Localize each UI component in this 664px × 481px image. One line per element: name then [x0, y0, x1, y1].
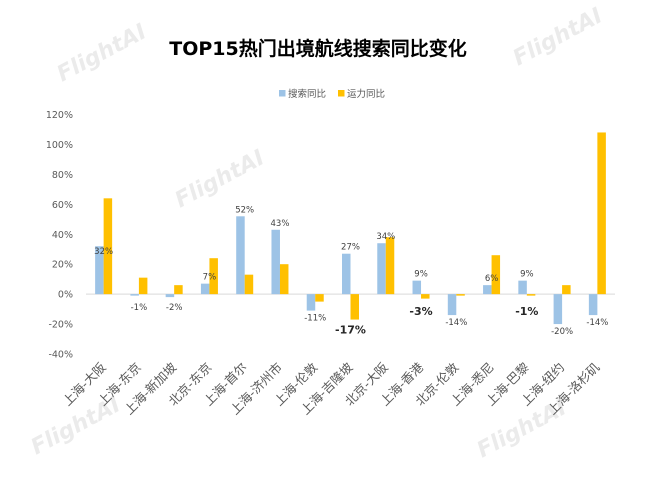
bar-capacity [174, 285, 183, 295]
data-label: 6% [485, 274, 499, 284]
data-label: 32% [94, 247, 113, 257]
bar-capacity [350, 294, 359, 320]
y-tick-label: 0% [58, 290, 73, 301]
legend: 搜索同比 运力同比 [279, 88, 385, 100]
y-tick-label: 40% [52, 230, 73, 241]
y-tick-label: 60% [52, 200, 73, 211]
data-labels: 32% -1% -2% 7% 52% 43% -11% 27% -17% 34% 9% -3% -14%… [94, 205, 608, 337]
bar-capacity [562, 285, 571, 295]
bar-capacity [279, 264, 289, 295]
y-tick-label: -40% [48, 350, 73, 361]
bar-search [518, 280, 527, 295]
data-label: -20% [551, 327, 573, 337]
bar-search [588, 294, 598, 316]
bar-capacity [526, 294, 536, 296]
bar-capacity [244, 274, 254, 295]
bar-capacity [103, 198, 113, 295]
bars [95, 132, 606, 325]
watermark-text: FlightAI [53, 20, 151, 88]
legend-swatch [338, 90, 345, 97]
bar-search [165, 294, 175, 298]
legend-label: 运力同比 [347, 88, 385, 100]
bar-search [130, 294, 139, 296]
bar-search [271, 229, 280, 295]
y-tick-label: 80% [52, 170, 73, 181]
y-tick-label: 120% [46, 110, 73, 121]
bar-capacity [491, 255, 501, 295]
data-label: 7% [203, 273, 217, 283]
y-axis: -40% -20% 0% 20% 40% 60% 80% 100% 120% [46, 110, 73, 361]
data-label: -3% [409, 305, 432, 318]
data-label: 9% [520, 270, 534, 280]
data-label: 52% [235, 205, 254, 215]
data-label: -14% [445, 318, 467, 328]
bar-capacity [315, 294, 324, 302]
bar-capacity [385, 237, 395, 295]
legend-swatch [279, 90, 286, 97]
bar-search [377, 243, 386, 295]
bar-search [236, 216, 245, 295]
y-tick-label: -20% [48, 320, 73, 331]
bar-search [412, 280, 422, 295]
bar-search [95, 246, 104, 295]
bar-search [553, 294, 563, 325]
watermark-text: FlightAI [171, 146, 269, 214]
data-label: 34% [376, 232, 395, 242]
watermark-text: FlightAI [509, 4, 607, 72]
bar-search [342, 253, 351, 295]
data-label: -2% [166, 303, 183, 313]
data-label: -11% [304, 314, 326, 324]
data-label: 9% [414, 270, 428, 280]
bar-search [483, 285, 492, 295]
data-label: -17% [335, 324, 366, 337]
bar-capacity [209, 258, 218, 295]
data-label: 27% [341, 243, 360, 253]
bar-search [200, 283, 210, 295]
y-tick-label: 100% [46, 140, 73, 151]
data-label: 43% [271, 219, 290, 229]
bar-capacity [456, 294, 465, 296]
data-label: -14% [586, 318, 608, 328]
y-tick-label: 20% [52, 260, 73, 271]
legend-label: 搜索同比 [288, 88, 326, 100]
data-label: -1% [515, 305, 538, 318]
bar-capacity [138, 277, 148, 295]
data-label: -1% [131, 303, 148, 313]
x-axis: 上海-大阪上海-东京上海-新加坡北京-东京上海-首尔上海-济州市上海-伦敦上海-… [60, 359, 603, 417]
bar-capacity [597, 132, 606, 295]
bar-search [306, 294, 316, 311]
bar-capacity [421, 294, 430, 299]
bar-search [447, 294, 457, 316]
chart-title: TOP15热门出境航线搜索同比变化 [169, 37, 466, 60]
